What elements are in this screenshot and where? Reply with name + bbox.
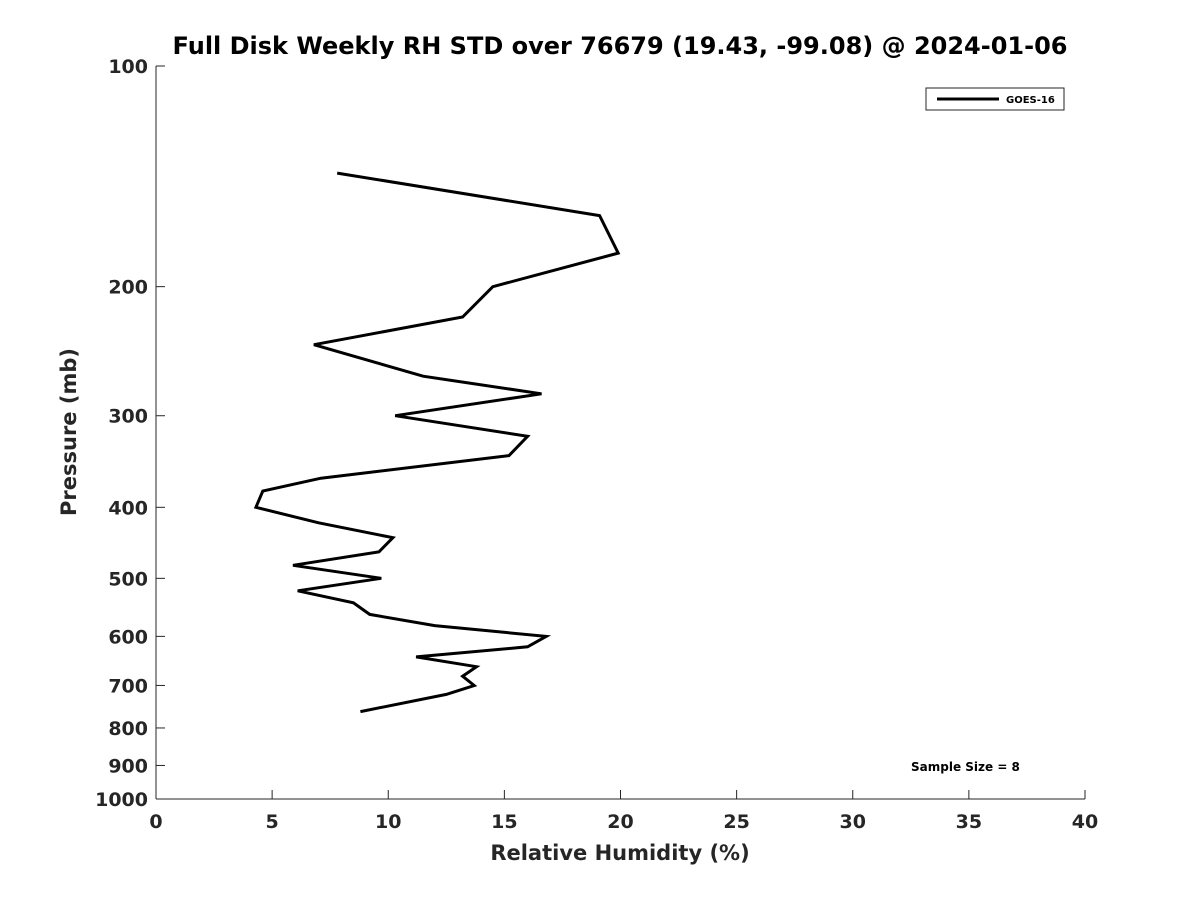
sample-size-annotation: Sample Size = 8: [911, 760, 1020, 774]
x-tick-label: 20: [607, 811, 633, 833]
series-layer: [253, 171, 621, 714]
x-tick-label: 5: [266, 811, 279, 833]
x-tick-label: 10: [375, 811, 401, 833]
y-tick-label: 800: [108, 718, 148, 740]
x-tick-label: 25: [723, 811, 749, 833]
legend-label-goes-16: GOES-16: [1006, 95, 1055, 106]
y-tick-label: 200: [108, 277, 148, 299]
y-tick-label: 100: [108, 56, 148, 78]
y-tick-label: 700: [108, 675, 148, 697]
plot-frame: [156, 66, 1085, 799]
x-axis-label: Relative Humidity (%): [490, 841, 749, 865]
y-tick-label: 400: [108, 497, 148, 519]
y-tick-label: 900: [108, 755, 148, 777]
y-tick-label: 300: [108, 406, 148, 428]
x-ticks: 0 5 10 15 20 25 30 35 40: [149, 790, 1098, 833]
y-axis-label: Pressure (mb): [57, 348, 81, 516]
plot-area: 0 5 10 15 20 25 30 35 40 100 200 300 400 500 600 700 80…: [95, 56, 1098, 833]
y-tick-label: 1000: [95, 789, 148, 811]
x-tick-label: 15: [491, 811, 517, 833]
y-ticks: 100 200 300 400 500 600 700 800 900 1000: [95, 56, 165, 811]
x-tick-label: 0: [149, 811, 162, 833]
series-line-goes-16: [253, 171, 621, 714]
legend: GOES-16: [925, 87, 1065, 111]
chart-title: Full Disk Weekly RH STD over 76679 (19.4…: [173, 32, 1068, 60]
y-tick-label: 600: [108, 626, 148, 648]
y-tick-label: 500: [108, 568, 148, 590]
x-tick-label: 40: [1072, 811, 1098, 833]
x-tick-label: 30: [840, 811, 866, 833]
x-tick-label: 35: [956, 811, 982, 833]
